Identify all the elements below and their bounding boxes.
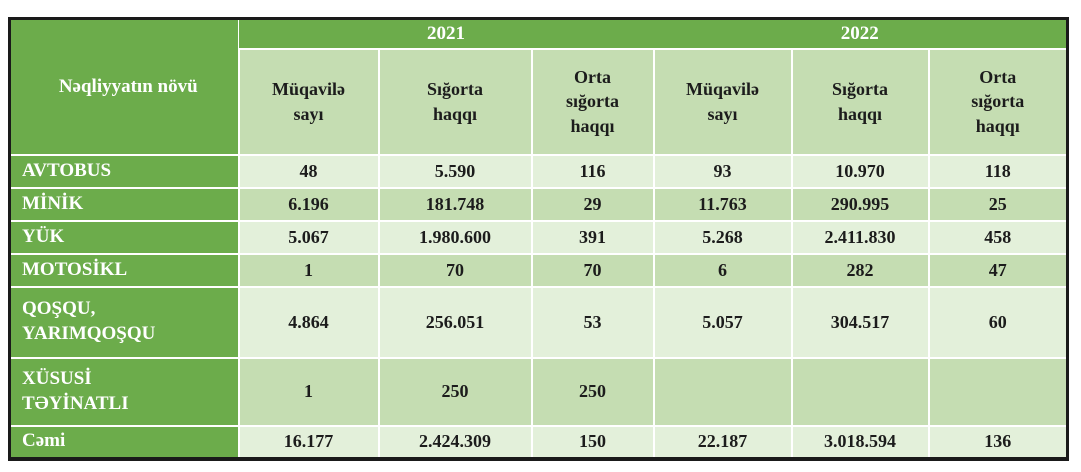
cell: 93 xyxy=(652,153,793,189)
cell: 458 xyxy=(927,219,1069,255)
row-label: YÜK xyxy=(8,219,240,255)
row-label: Cəmi xyxy=(8,424,240,460)
cell: 5.268 xyxy=(652,219,793,255)
table-row-motosikl: MOTOSİKL 1 70 70 6 282 47 xyxy=(8,252,1069,288)
cell: 47 xyxy=(927,252,1069,288)
col-header-2022-average-premium: Orta sığorta haqqı xyxy=(927,47,1069,156)
cell: 1 xyxy=(237,252,380,288)
vehicle-insurance-table: Nəqliyyatın növü 2021 2022 Müqavilə sayı… xyxy=(8,17,1070,461)
cell: 1.980.600 xyxy=(377,219,533,255)
cell xyxy=(927,356,1069,427)
column-header-row: Müqavilə sayı Sığorta haqqı Orta sığorta… xyxy=(10,47,1069,156)
cell: 29 xyxy=(530,186,655,222)
cell: 22.187 xyxy=(652,424,793,460)
cell: 6 xyxy=(652,252,793,288)
col-header-2022-contract-count: Müqavilə sayı xyxy=(652,47,793,156)
col-header-2022-premium: Sığorta haqqı xyxy=(790,47,930,156)
insurance-table-container: Nəqliyyatın növü 2021 2022 Müqavilə sayı… xyxy=(8,17,1070,461)
cell: 3.018.594 xyxy=(790,424,930,460)
cell: 150 xyxy=(530,424,655,460)
col-header-2021-average-premium: Orta sığorta haqqı xyxy=(530,47,655,156)
cell: 256.051 xyxy=(377,285,533,359)
cell: 136 xyxy=(927,424,1069,460)
cell: 181.748 xyxy=(377,186,533,222)
table-row-xususi-teyinatli: XÜSUSİ TƏYİNATLI 1 250 250 xyxy=(8,356,1069,427)
cell: 5.590 xyxy=(377,153,533,189)
cell: 250 xyxy=(377,356,533,427)
cell: 10.970 xyxy=(790,153,930,189)
year-header-2022: 2022 xyxy=(653,17,1068,50)
year-header-2021: 2021 xyxy=(238,17,654,50)
row-label: MİNİK xyxy=(8,186,240,222)
cell: 60 xyxy=(927,285,1069,359)
cell: 116 xyxy=(530,153,655,189)
cell: 250 xyxy=(530,356,655,427)
cell: 6.196 xyxy=(237,186,380,222)
cell: 118 xyxy=(927,153,1069,189)
cell: 290.995 xyxy=(790,186,930,222)
cell: 25 xyxy=(927,186,1069,222)
cell xyxy=(790,356,930,427)
cell: 70 xyxy=(530,252,655,288)
table-row-minik: MİNİK 6.196 181.748 29 11.763 290.995 25 xyxy=(8,186,1069,222)
cell xyxy=(652,356,793,427)
cell: 304.517 xyxy=(790,285,930,359)
cell: 53 xyxy=(530,285,655,359)
cell: 5.057 xyxy=(652,285,793,359)
row-label: XÜSUSİ TƏYİNATLI xyxy=(8,356,240,427)
table-row-avtobus: AVTOBUS 48 5.590 116 93 10.970 118 xyxy=(8,153,1069,189)
table-row-cemi-total: Cəmi 16.177 2.424.309 150 22.187 3.018.5… xyxy=(8,424,1069,460)
year-header-row: Nəqliyyatın növü 2021 2022 xyxy=(9,17,1068,156)
table-row-qosqu-yarimqosqu: QOŞQU, YARIMQOŞQU 4.864 256.051 53 5.057… xyxy=(8,285,1069,359)
cell: 2.424.309 xyxy=(377,424,533,460)
cell: 11.763 xyxy=(652,186,793,222)
row-label: AVTOBUS xyxy=(8,153,240,189)
row-label: MOTOSİKL xyxy=(8,252,240,288)
col-header-2021-contract-count: Müqavilə sayı xyxy=(237,47,380,156)
corner-header-vehicle-type: Nəqliyyatın növü xyxy=(9,17,239,156)
cell: 391 xyxy=(530,219,655,255)
cell: 282 xyxy=(790,252,930,288)
table-row-yuk: YÜK 5.067 1.980.600 391 5.268 2.411.830 … xyxy=(8,219,1069,255)
cell: 16.177 xyxy=(237,424,380,460)
cell: 5.067 xyxy=(237,219,380,255)
cell: 48 xyxy=(237,153,380,189)
cell: 4.864 xyxy=(237,285,380,359)
cell: 1 xyxy=(237,356,380,427)
row-label: QOŞQU, YARIMQOŞQU xyxy=(8,285,240,359)
cell: 2.411.830 xyxy=(790,219,930,255)
col-header-2021-premium: Sığorta haqqı xyxy=(377,47,533,156)
cell: 70 xyxy=(377,252,533,288)
